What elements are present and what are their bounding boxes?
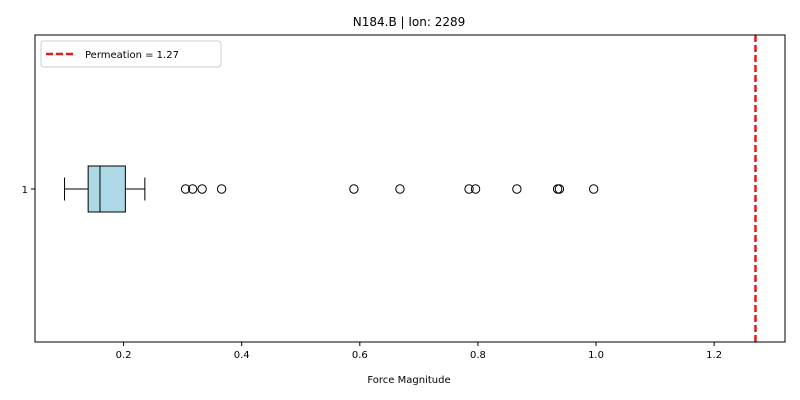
x-tick-label: 0.4: [234, 350, 250, 361]
outlier-point: [464, 184, 474, 194]
outlier-point: [588, 184, 599, 194]
outlier-point: [349, 184, 359, 194]
legend: Permeation = 1.27: [40, 40, 222, 68]
chart-title: N184.B | Ion: 2289: [353, 15, 465, 29]
x-tick-label: 0.6: [352, 350, 368, 361]
x-axis-title: Force Magnitude: [367, 375, 450, 386]
box-iqr: [87, 165, 126, 213]
outlier-point: [512, 184, 522, 194]
plot-frame: [34, 34, 786, 343]
x-tick-label: 1.2: [706, 350, 722, 361]
outlier-point: [395, 184, 405, 194]
x-tick-label: 0.2: [116, 350, 132, 361]
legend-frame: [40, 40, 222, 68]
outlier-point: [187, 184, 198, 194]
x-tick-label: 1.0: [588, 350, 604, 361]
outlier-point: [552, 184, 563, 194]
outlier-point: [197, 184, 207, 194]
y-axis: 1: [22, 185, 35, 196]
y-tick-label: 1: [22, 185, 28, 196]
outlier-point: [216, 184, 227, 194]
legend-label: Permeation = 1.27: [85, 50, 179, 61]
outlier-point: [554, 184, 565, 194]
x-tick-label: 0.8: [470, 350, 486, 361]
plot-area: [64, 35, 757, 342]
outlier-point: [180, 184, 191, 194]
x-axis: 0.2 0.4 0.6 0.8 1.0 1.2: [116, 342, 722, 361]
outlier-point: [470, 184, 481, 194]
